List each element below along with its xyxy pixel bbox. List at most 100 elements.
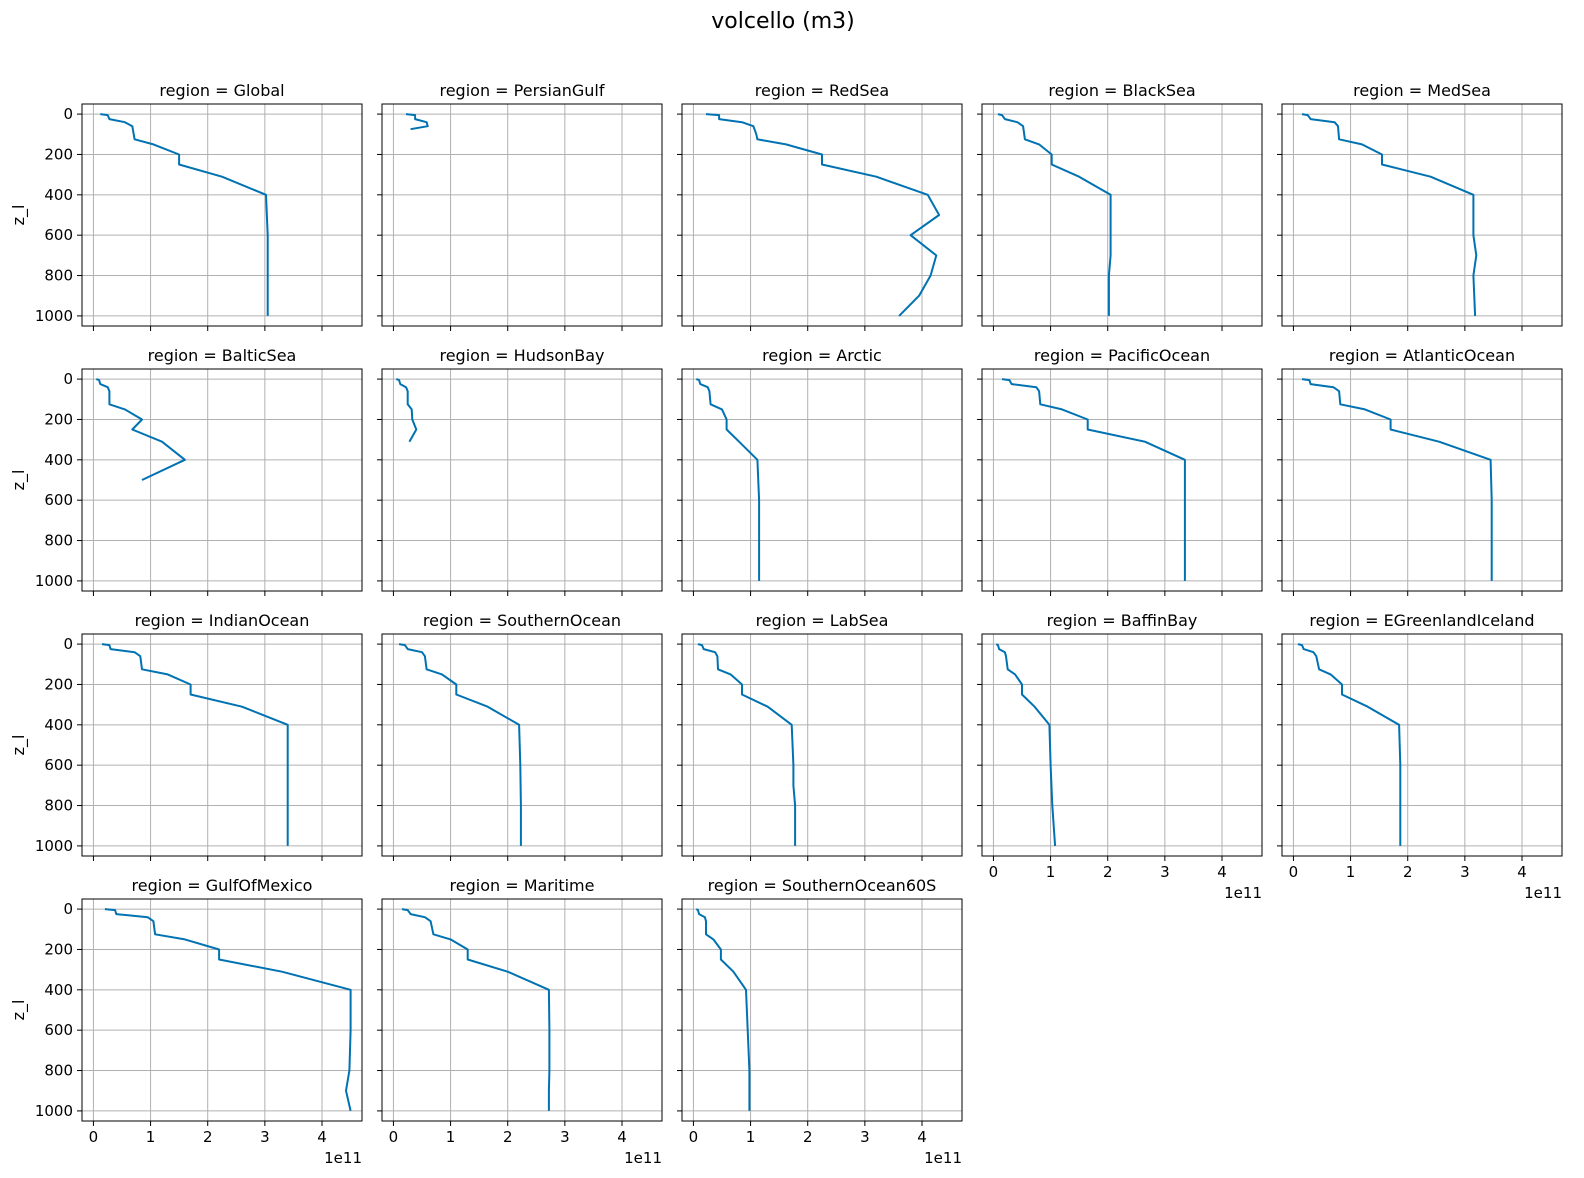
- x-tick-label: 4: [1517, 863, 1527, 881]
- y-tick-label: 600: [44, 1021, 73, 1039]
- panel-title: region = MedSea: [1353, 81, 1491, 100]
- y-tick-label: 400: [44, 981, 73, 999]
- panel-title: region = HudsonBay: [439, 346, 604, 365]
- series-line-EGreenlandIceland: [1297, 643, 1402, 846]
- series-line-AtlanticOcean: [1301, 378, 1493, 581]
- series-line-IndianOcean: [101, 643, 289, 846]
- panel-title: region = BaffinBay: [1047, 611, 1198, 630]
- panel-title: region = AtlanticOcean: [1329, 346, 1515, 365]
- panel-PacificOcean: region = PacificOcean: [977, 346, 1263, 596]
- panel-background: [382, 369, 662, 591]
- panel-title: region = EGreenlandIceland: [1309, 611, 1534, 630]
- panel-background: [82, 899, 362, 1121]
- x-tick-label: 3: [560, 1128, 570, 1146]
- panel-background: [982, 369, 1262, 591]
- panel-Arctic: region = Arctic: [677, 346, 963, 596]
- series-line-RedSea: [705, 113, 941, 317]
- x-offset-label: 1e11: [624, 1149, 662, 1167]
- y-tick-label: 1000: [35, 837, 73, 855]
- panel-LabSea: region = LabSea: [677, 611, 963, 861]
- panel-title: region = BalticSea: [148, 346, 297, 365]
- y-axis-label: z_l: [9, 735, 29, 756]
- y-tick-label: 600: [44, 756, 73, 774]
- panel-title: region = Global: [159, 81, 284, 100]
- y-tick-label: 600: [44, 226, 73, 244]
- panel-frame: [381, 898, 663, 1122]
- panel-SouthernOcean: region = SouthernOcean: [377, 611, 663, 861]
- x-tick-label: 4: [617, 1128, 627, 1146]
- panel-BlackSea: region = BlackSea: [977, 81, 1263, 331]
- x-tick-label: 4: [317, 1128, 327, 1146]
- panel-frame: [1281, 103, 1563, 327]
- x-tick-label: 2: [203, 1128, 213, 1146]
- panel-frame: [381, 368, 663, 592]
- x-tick-label: 3: [1160, 863, 1170, 881]
- panel-background: [82, 369, 362, 591]
- panel-title: region = PacificOcean: [1034, 346, 1210, 365]
- series-line-BalticSea: [95, 378, 186, 481]
- panel-background: [82, 634, 362, 856]
- panel-Global: 0 200 400 600 800 1000 z_l region = Global: [9, 81, 363, 331]
- x-tick-label: 4: [917, 1128, 927, 1146]
- series-line-Global: [100, 113, 269, 316]
- y-tick-label: 800: [44, 267, 73, 285]
- x-tick-label: 2: [1403, 863, 1413, 881]
- panel-background: [382, 634, 662, 856]
- panel-frame: [981, 368, 1263, 592]
- panel-frame: [381, 633, 663, 857]
- panel-background: [1282, 104, 1562, 326]
- panel-RedSea: region = RedSea: [677, 81, 963, 331]
- panel-GulfOfMexico: 0 1 2 3 4 1e11 0 200 400 600 800 1000 z_l region = Gu…: [9, 876, 363, 1167]
- panel-title: region = PersianGulf: [439, 81, 604, 100]
- y-tick-label: 400: [44, 451, 73, 469]
- panel-title: region = Maritime: [450, 876, 595, 895]
- x-tick-label: 4: [1217, 863, 1227, 881]
- y-tick-label: 0: [63, 900, 73, 918]
- panel-BaffinBay: 0 1 2 3 4 1e11 region = BaffinBay: [977, 611, 1263, 902]
- series-line-LabSea: [697, 643, 797, 846]
- y-axis-label: z_l: [9, 205, 29, 226]
- panel-background: [82, 104, 362, 326]
- x-tick-label: 2: [1103, 863, 1113, 881]
- x-offset-label: 1e11: [324, 1149, 362, 1167]
- x-offset-label: 1e11: [1224, 884, 1262, 902]
- x-tick-label: 0: [89, 1128, 99, 1146]
- y-tick-label: 800: [44, 532, 73, 550]
- panel-title: region = SouthernOcean: [423, 611, 621, 630]
- x-tick-label: 0: [389, 1128, 399, 1146]
- panel-title: region = BlackSea: [1048, 81, 1195, 100]
- panel-background: [1282, 634, 1562, 856]
- y-tick-label: 400: [44, 716, 73, 734]
- panel-title: region = SouthernOcean60S: [708, 876, 937, 895]
- series-line-Maritime: [401, 908, 551, 1111]
- x-tick-label: 2: [803, 1128, 813, 1146]
- x-tick-label: 0: [689, 1128, 699, 1146]
- x-tick-label: 3: [1460, 863, 1470, 881]
- panel-background: [682, 104, 962, 326]
- x-tick-label: 3: [260, 1128, 270, 1146]
- x-offset-label: 1e11: [924, 1149, 962, 1167]
- panel-background: [982, 634, 1262, 856]
- panel-frame: [1281, 633, 1563, 857]
- y-tick-label: 1000: [35, 307, 73, 325]
- panel-SouthernOcean60S: 0 1 2 3 4 1e11 region = SouthernOcean60S: [677, 876, 963, 1167]
- series-line-HudsonBay: [395, 378, 418, 443]
- y-tick-label: 600: [44, 491, 73, 509]
- panel-frame: [981, 103, 1263, 327]
- panel-IndianOcean: 0 200 400 600 800 1000 z_l region = IndianOcean: [9, 611, 363, 861]
- series-line-BlackSea: [997, 113, 1112, 316]
- series-line-PersianGulf: [405, 113, 429, 131]
- chart-title: volcello (m3): [711, 9, 855, 34]
- panel-frame: [1281, 368, 1563, 592]
- series-line-GulfOfMexico: [104, 908, 352, 1112]
- x-tick-label: 0: [989, 863, 999, 881]
- panel-background: [682, 369, 962, 591]
- x-tick-label: 1: [1046, 863, 1056, 881]
- x-tick-label: 1: [1346, 863, 1356, 881]
- panel-frame: [681, 898, 963, 1122]
- panel-title: region = IndianOcean: [135, 611, 310, 630]
- y-axis-label: z_l: [9, 470, 29, 491]
- y-tick-label: 200: [44, 410, 73, 428]
